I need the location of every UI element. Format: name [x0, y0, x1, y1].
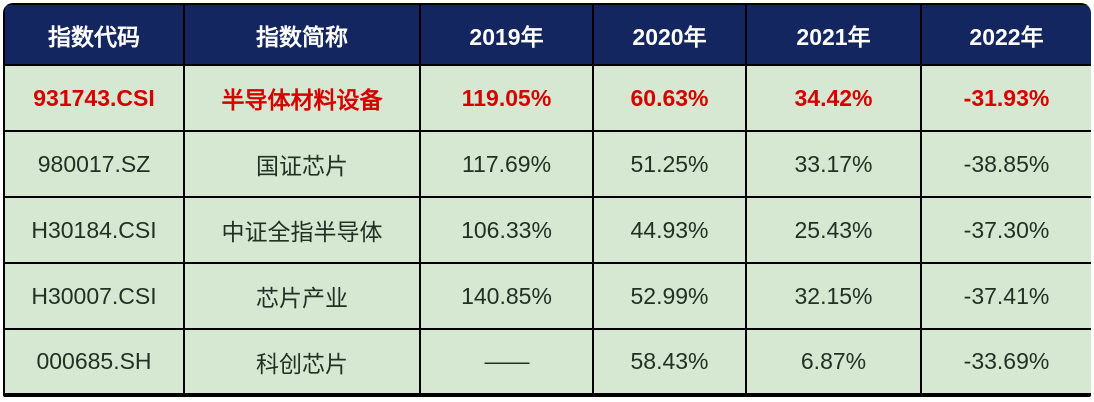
cell-2019-no-data-dash: —— — [419, 328, 594, 397]
cell-2022: -37.41% — [920, 262, 1091, 330]
cell-2020: 52.99% — [592, 262, 747, 330]
cell-index-code: 980017.SZ — [3, 130, 185, 198]
cell-2021: 25.43% — [745, 196, 922, 264]
column-header-index-code: 指数代码 — [3, 3, 185, 66]
cell-2020: 44.93% — [592, 196, 747, 264]
cell-2020: 60.63% — [592, 64, 747, 132]
cell-index-name: 科创芯片 — [183, 328, 421, 397]
cell-2022: -31.93% — [920, 64, 1091, 132]
column-header-2020: 2020年 — [592, 3, 747, 66]
column-header-2019: 2019年 — [419, 3, 594, 66]
table-row: H30184.CSI 中证全指半导体 106.33% 44.93% 25.43%… — [3, 196, 1091, 264]
table-row: H30007.CSI 芯片产业 140.85% 52.99% 32.15% -3… — [3, 262, 1091, 330]
table-body: 931743.CSI 半导体材料设备 119.05% 60.63% 34.42%… — [3, 64, 1091, 397]
cell-2019: 140.85% — [419, 262, 594, 330]
cell-index-code: H30184.CSI — [3, 196, 185, 264]
cell-index-name: 国证芯片 — [183, 130, 421, 198]
cell-2022: -38.85% — [920, 130, 1091, 198]
cell-2022: -37.30% — [920, 196, 1091, 264]
table-row-highlighted: 931743.CSI 半导体材料设备 119.05% 60.63% 34.42%… — [3, 64, 1091, 132]
cell-index-code: 000685.SH — [3, 328, 185, 397]
cell-2019: 117.69% — [419, 130, 594, 198]
column-header-2022: 2022年 — [920, 3, 1091, 66]
cell-2021: 34.42% — [745, 64, 922, 132]
table-header: 指数代码 指数简称 2019年 2020年 2021年 2022年 — [3, 3, 1091, 66]
cell-index-code: H30007.CSI — [3, 262, 185, 330]
annual-returns-table: 指数代码 指数简称 2019年 2020年 2021年 2022年 931743… — [3, 3, 1091, 397]
column-header-index-name: 指数简称 — [183, 3, 421, 66]
cell-2020: 58.43% — [592, 328, 747, 397]
cell-2021: 6.87% — [745, 328, 922, 397]
table-row: 980017.SZ 国证芯片 117.69% 51.25% 33.17% -38… — [3, 130, 1091, 198]
cell-2019: 119.05% — [419, 64, 594, 132]
cell-index-name: 半导体材料设备 — [183, 64, 421, 132]
cell-2022: -33.69% — [920, 328, 1091, 397]
header-row: 指数代码 指数简称 2019年 2020年 2021年 2022年 — [3, 3, 1091, 66]
table-row: 000685.SH 科创芯片 —— 58.43% 6.87% -33.69% — [3, 328, 1091, 397]
column-header-2021: 2021年 — [745, 3, 922, 66]
cell-2019: 106.33% — [419, 196, 594, 264]
cell-2021: 32.15% — [745, 262, 922, 330]
cell-2021: 33.17% — [745, 130, 922, 198]
index-performance-table: 指数代码 指数简称 2019年 2020年 2021年 2022年 931743… — [3, 3, 1091, 397]
cell-2020: 51.25% — [592, 130, 747, 198]
cell-index-name: 中证全指半导体 — [183, 196, 421, 264]
cell-index-code: 931743.CSI — [3, 64, 185, 132]
cell-index-name: 芯片产业 — [183, 262, 421, 330]
